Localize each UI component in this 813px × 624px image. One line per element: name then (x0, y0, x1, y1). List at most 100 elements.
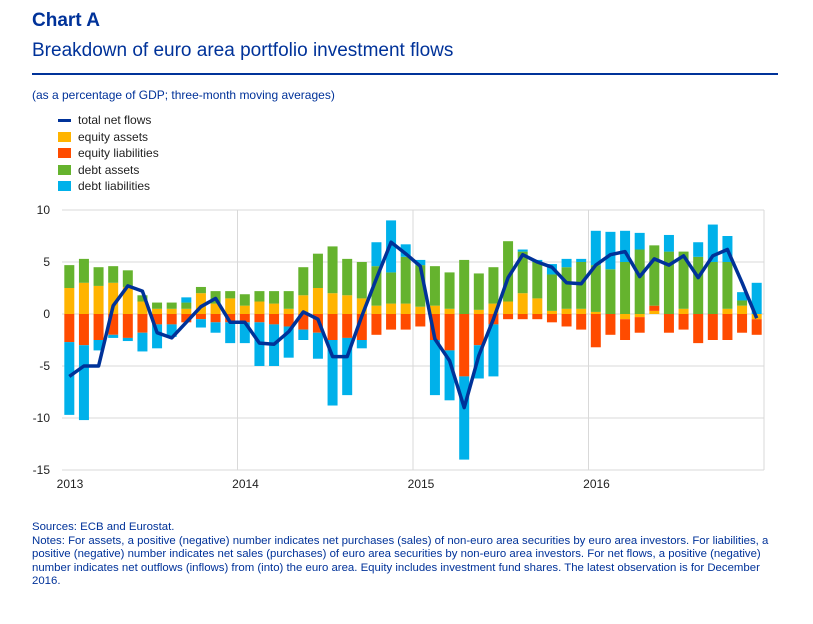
bar-debt-assets (371, 266, 382, 306)
bar-debt-assets (64, 265, 75, 288)
line-total-net-flows (68, 240, 759, 410)
bar-equity-liabilities (605, 314, 616, 335)
bar-debt-assets (590, 265, 601, 312)
bar-equity-assets (576, 308, 587, 314)
bar-debt-assets (195, 286, 206, 294)
bar-debt-assets (459, 259, 470, 314)
bar-debt-liabilities (561, 258, 572, 268)
bar-debt-assets (181, 302, 192, 309)
bar-debt-assets (356, 262, 367, 299)
bar-debt-liabilities (137, 332, 148, 352)
bar-debt-liabilities (225, 322, 236, 344)
bar-equity-assets (678, 308, 689, 314)
bar-equity-liabilities (561, 314, 572, 327)
bar-equity-liabilities (78, 314, 89, 346)
x-tick-label: 2016 (583, 477, 610, 491)
bar-equity-liabilities (429, 314, 440, 340)
bar-debt-assets (108, 266, 119, 283)
bar-equity-assets (356, 298, 367, 314)
bar-equity-assets (93, 285, 104, 314)
bar-debt-liabilities (459, 376, 470, 460)
bar-equity-liabilities (576, 314, 587, 330)
chart-legend: total net flows equity assets equity lia… (58, 112, 159, 195)
bar-debt-assets (722, 262, 733, 309)
bar-equity-liabilities (181, 314, 192, 323)
bar-debt-liabilities (195, 319, 206, 328)
bar-debt-liabilities (634, 232, 645, 250)
bar-equity-assets (503, 301, 514, 314)
bar-debt-assets (312, 253, 323, 288)
bar-equity-liabilities (649, 305, 660, 311)
bar-equity-liabilities (737, 314, 748, 333)
bar-debt-assets (415, 265, 426, 307)
bar-debt-liabilities (152, 324, 163, 349)
legend-item-equity-liabilities: equity liabilities (58, 145, 159, 162)
bar-debt-liabilities (576, 258, 587, 262)
bar-debt-liabilities (371, 242, 382, 267)
bar-debt-liabilities (342, 337, 353, 396)
bar-debt-assets (429, 266, 440, 306)
bar-debt-assets (605, 269, 616, 314)
bar-debt-assets (239, 294, 250, 306)
bar-debt-liabilities (210, 322, 221, 333)
bar-equity-liabilities (210, 314, 221, 323)
bar-equity-assets (342, 295, 353, 314)
bar-debt-liabilities (737, 292, 748, 301)
bar-debt-liabilities (415, 259, 426, 266)
y-tick-label: -10 (33, 411, 51, 425)
chart-notes: Sources: ECB and Eurostat. Notes: For as… (32, 521, 782, 589)
bar-debt-liabilities (122, 337, 133, 342)
bar-equity-liabilities (707, 314, 718, 340)
bar-equity-assets (546, 310, 557, 314)
bar-debt-liabilities (517, 249, 528, 252)
bar-equity-assets (122, 286, 133, 314)
bar-debt-assets (634, 249, 645, 314)
bar-debt-assets (488, 267, 499, 304)
bar-equity-assets (254, 301, 265, 314)
bar-equity-liabilities (693, 314, 704, 344)
legend-item-equity-assets: equity assets (58, 129, 159, 146)
legend-item-total-net-flows: total net flows (58, 112, 159, 129)
bar-debt-assets (503, 241, 514, 302)
bar-debt-liabilities (283, 326, 294, 358)
bar-equity-assets (429, 305, 440, 314)
bar-debt-assets (400, 256, 411, 304)
bar-debt-assets (561, 267, 572, 309)
bar-debt-liabilities (429, 340, 440, 396)
x-tick-label: 2014 (232, 477, 259, 491)
bar-debt-liabilities (327, 340, 338, 406)
y-tick-label: 0 (43, 307, 50, 321)
bar-equity-assets (225, 298, 236, 314)
notes-text: Notes: For assets, a positive (negative)… (32, 534, 769, 588)
bar-debt-liabilities (620, 230, 631, 262)
bar-equity-liabilities (503, 314, 514, 320)
bar-equity-assets (210, 303, 221, 314)
bar-debt-liabilities (78, 345, 89, 421)
bar-equity-liabilities (137, 314, 148, 333)
bar-equity-liabilities (400, 314, 411, 330)
bar-equity-liabilities (108, 314, 119, 335)
legend-swatch-debt-liabilities (58, 181, 71, 192)
bar-debt-assets (254, 291, 265, 302)
bar-equity-assets (269, 303, 280, 314)
legend-label: debt assets (78, 162, 140, 177)
bar-equity-assets (722, 308, 733, 314)
bar-equity-assets (590, 311, 601, 314)
bar-debt-assets (166, 302, 177, 309)
y-tick-label: 10 (37, 203, 51, 217)
bar-equity-assets (517, 293, 528, 314)
bar-debt-liabilities (312, 332, 323, 359)
legend-label: debt liabilities (78, 179, 151, 194)
bar-equity-assets (620, 314, 631, 320)
bar-debt-assets (620, 262, 631, 314)
bar-debt-assets (122, 270, 133, 287)
bar-debt-liabilities (605, 231, 616, 270)
x-tick-label: 2015 (408, 477, 435, 491)
chart-subtitle: (as a percentage of GDP; three-month mov… (32, 88, 335, 102)
bar-equity-liabilities (122, 314, 133, 338)
bar-equity-liabilities (254, 314, 265, 323)
bar-debt-assets (78, 258, 89, 283)
bar-debt-liabilities (707, 224, 718, 262)
bar-equity-liabilities (678, 314, 689, 330)
bar-equity-assets (64, 288, 75, 314)
